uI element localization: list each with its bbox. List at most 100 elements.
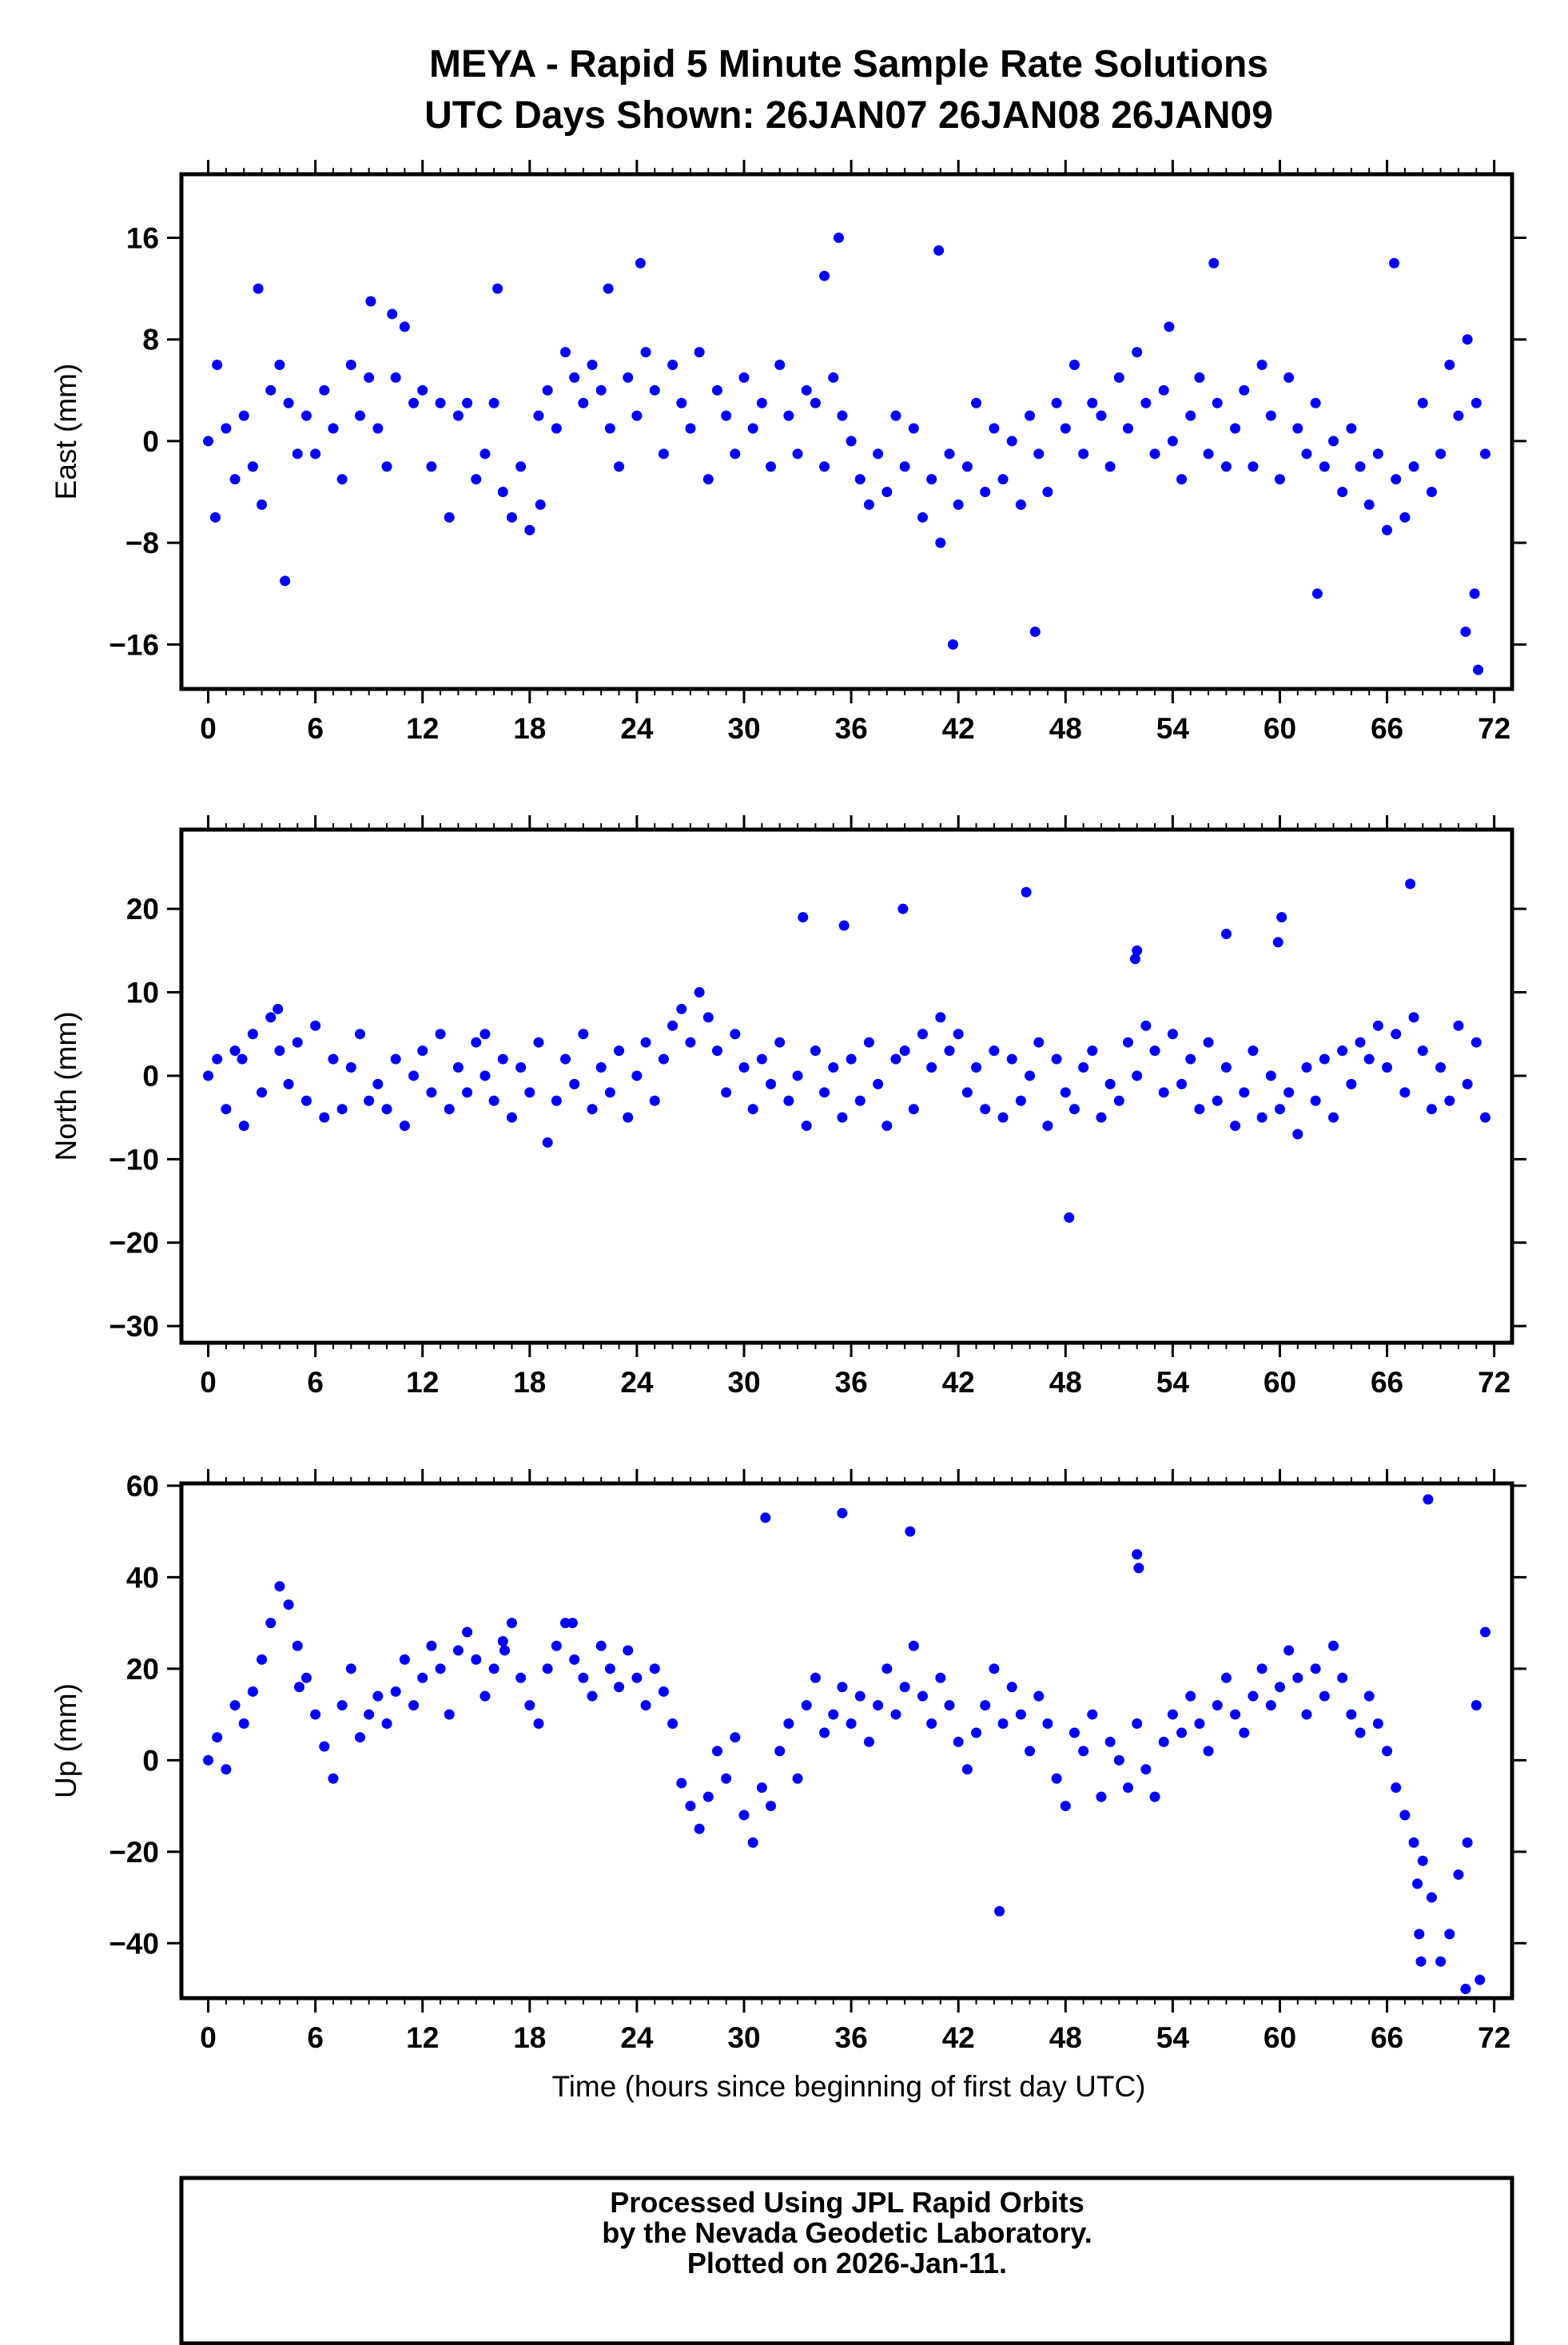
east-plot-frame xyxy=(179,172,1514,691)
y-tick-label: −10 xyxy=(109,1143,159,1176)
data-point xyxy=(1158,1087,1169,1098)
data-point xyxy=(1256,1112,1268,1123)
data-point xyxy=(1414,1929,1425,1940)
data-point xyxy=(372,1078,384,1089)
data-point xyxy=(917,1029,928,1040)
data-point xyxy=(229,474,241,485)
data-point xyxy=(1033,1690,1045,1702)
east-y-axis-label: East (mm) xyxy=(50,364,82,500)
data-point xyxy=(810,397,821,408)
data-point xyxy=(587,1104,598,1115)
data-point xyxy=(381,461,392,472)
data-point xyxy=(283,397,294,408)
x-tick-label: 30 xyxy=(727,712,760,745)
data-point xyxy=(1473,664,1484,675)
data-point xyxy=(1319,1053,1330,1065)
data-point xyxy=(1185,410,1196,421)
data-point xyxy=(595,384,607,396)
data-point xyxy=(837,410,848,421)
data-point xyxy=(1051,397,1062,408)
data-point xyxy=(1310,1095,1321,1106)
data-point xyxy=(399,1654,410,1665)
data-point xyxy=(542,1137,553,1148)
data-point xyxy=(640,347,651,358)
data-point xyxy=(1426,487,1437,498)
data-point xyxy=(274,1045,285,1057)
data-point xyxy=(658,1686,669,1697)
up-x-minor-ticks xyxy=(207,1477,1495,2005)
y-tick-label: −20 xyxy=(109,1227,159,1260)
x-tick-label: 72 xyxy=(1478,1366,1510,1399)
data-point xyxy=(738,1062,750,1073)
data-point xyxy=(1132,945,1143,956)
data-point xyxy=(221,423,232,434)
x-tick-label: 18 xyxy=(513,1366,546,1399)
x-tick-label: 48 xyxy=(1049,1366,1082,1399)
x-tick-label: 36 xyxy=(835,2021,868,2054)
data-point xyxy=(212,1732,223,1743)
data-point xyxy=(1167,1029,1178,1040)
data-point xyxy=(635,257,646,269)
data-point xyxy=(1033,1037,1045,1048)
data-point xyxy=(846,1718,857,1730)
data-point xyxy=(247,1686,258,1697)
data-point xyxy=(444,1104,455,1115)
data-point xyxy=(328,1773,339,1784)
data-point xyxy=(310,1709,321,1720)
data-point xyxy=(1444,360,1455,371)
x-tick-label: 60 xyxy=(1264,2021,1296,2054)
data-point xyxy=(971,1062,982,1073)
data-point xyxy=(1470,1037,1482,1048)
x-tick-label: 54 xyxy=(1156,1366,1190,1399)
data-point xyxy=(1078,448,1089,460)
data-point xyxy=(336,1700,348,1711)
data-point xyxy=(1346,423,1357,434)
data-point xyxy=(1274,1682,1285,1693)
data-point xyxy=(426,461,437,472)
data-point xyxy=(783,1718,794,1730)
data-point xyxy=(345,1062,356,1073)
data-point xyxy=(1292,1129,1303,1140)
data-point xyxy=(390,1053,401,1065)
north-panel: 0 6 12 18 24 30 36 42 48 54 60 66 72 −30 −20 −10 0 10 20 No… xyxy=(50,815,1526,1399)
data-point xyxy=(1444,1095,1455,1106)
data-point xyxy=(711,1746,722,1757)
data-point xyxy=(292,448,303,460)
data-point xyxy=(997,1718,1009,1730)
data-point xyxy=(1087,397,1098,408)
data-point xyxy=(1292,423,1303,434)
data-point xyxy=(1272,937,1283,948)
data-point xyxy=(631,410,643,421)
data-point xyxy=(480,448,491,460)
x-tick-label: 0 xyxy=(200,712,217,745)
data-point xyxy=(846,1053,857,1065)
data-point xyxy=(488,1095,499,1106)
data-point xyxy=(1006,436,1017,447)
data-point xyxy=(524,1700,535,1711)
data-point xyxy=(1149,1045,1160,1057)
data-point xyxy=(1479,1112,1490,1123)
data-point xyxy=(819,270,830,281)
data-point xyxy=(381,1104,392,1115)
data-point xyxy=(1444,1929,1455,1940)
data-point xyxy=(1029,626,1041,637)
data-point xyxy=(1399,512,1411,523)
data-point xyxy=(783,410,794,421)
data-point xyxy=(1337,1672,1348,1683)
data-point xyxy=(711,1045,722,1057)
data-point xyxy=(587,360,598,371)
data-point xyxy=(1122,1782,1133,1794)
data-point xyxy=(364,1709,375,1720)
x-tick-label: 18 xyxy=(513,712,546,745)
data-point xyxy=(274,1581,285,1592)
data-point xyxy=(1129,954,1140,965)
data-point xyxy=(837,1112,848,1123)
data-point xyxy=(694,347,705,358)
data-point xyxy=(212,1053,223,1065)
data-point xyxy=(766,1801,777,1812)
data-point xyxy=(257,1087,268,1098)
data-point xyxy=(1328,436,1339,447)
data-point xyxy=(1363,1053,1375,1065)
data-point xyxy=(1415,1956,1427,1967)
data-point xyxy=(730,448,741,460)
